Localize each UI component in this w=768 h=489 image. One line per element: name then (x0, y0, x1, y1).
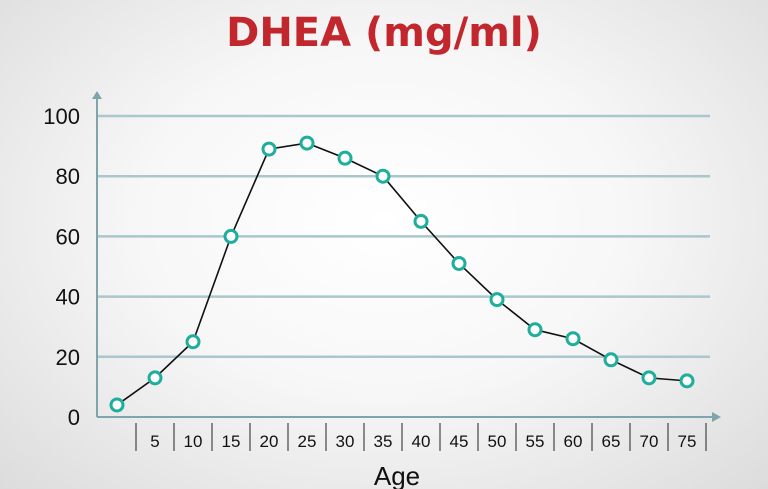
x-tick-label: 20 (260, 432, 279, 451)
x-tick-label: 75 (678, 432, 697, 451)
x-tick-label: 15 (222, 432, 241, 451)
x-tick-label: 45 (450, 432, 469, 451)
data-point (565, 331, 581, 347)
x-tick-label: 35 (374, 432, 393, 451)
data-point (489, 292, 505, 308)
y-tick-label: 40 (56, 285, 80, 310)
data-point (223, 228, 239, 244)
data-point (109, 397, 125, 413)
data-point (679, 373, 695, 389)
x-tick-label: 10 (184, 432, 203, 451)
series-line (116, 142, 688, 406)
data-point (185, 334, 201, 350)
y-tick-label: 0 (68, 405, 80, 430)
data-point (451, 255, 467, 271)
x-tick-label: 55 (526, 432, 545, 451)
data-point (337, 150, 353, 166)
y-tick-label: 60 (56, 224, 80, 249)
x-tick-label: 5 (150, 432, 159, 451)
data-point (261, 141, 277, 157)
data-point (147, 370, 163, 386)
data-point (527, 322, 543, 338)
x-tick-label: 25 (298, 432, 317, 451)
data-point (641, 370, 657, 386)
data-point (375, 168, 391, 184)
y-tick-label: 100 (43, 104, 80, 129)
x-axis-label: Age (374, 461, 420, 489)
data-point (299, 135, 315, 151)
y-tick-label: 80 (56, 164, 80, 189)
x-tick-label: 30 (336, 432, 355, 451)
x-tick-label: 60 (564, 432, 583, 451)
x-tick-label: 40 (412, 432, 431, 451)
y-axis-arrow (92, 91, 102, 99)
x-axis-arrow (712, 412, 721, 422)
x-tick-label: 70 (640, 432, 659, 451)
x-tick-label: 65 (602, 432, 621, 451)
chart-title: DHEA (mg/ml) (226, 10, 542, 56)
x-tick-label: 50 (488, 432, 507, 451)
data-point (413, 213, 429, 229)
y-tick-label: 20 (56, 345, 80, 370)
data-point (603, 352, 619, 368)
